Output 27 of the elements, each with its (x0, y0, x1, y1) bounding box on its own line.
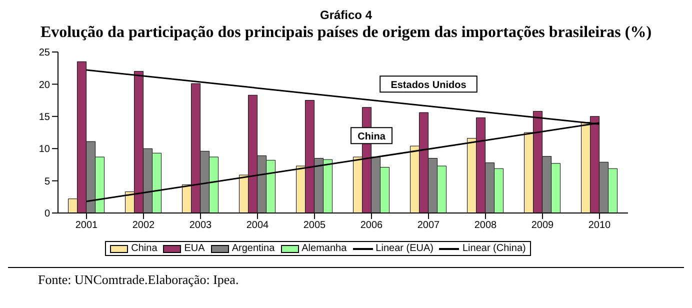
x-tick-label: 2003 (189, 220, 212, 232)
legend-label: China (130, 243, 158, 254)
annotation: China (358, 132, 386, 143)
x-tick-label: 2001 (75, 220, 98, 232)
legend-label: EUA (183, 243, 205, 254)
chart-subtitle: Evolução da participação dos principais países de origem das importações brasileiras (%) (39, 24, 653, 43)
x-tick-label: 2002 (132, 220, 156, 232)
y-tick-label: 0 (44, 208, 50, 220)
legend-label: Linear (China) (461, 243, 526, 254)
source-note: Fonte: UNComtrade.Elaboração: Ipea. (38, 272, 240, 288)
x-tick-label: 2010 (588, 220, 612, 232)
y-tick-label: 20 (38, 80, 50, 91)
chart-title: Gráfico 4 (318, 8, 374, 24)
y-tick-label: 15 (38, 112, 50, 123)
legend-label: Alemanha (300, 243, 347, 254)
x-tick-label: 2006 (360, 220, 384, 232)
legend-label: Linear (EUA) (374, 243, 434, 254)
x-tick-label: 2009 (531, 220, 554, 232)
x-tick-label: 2007 (417, 220, 440, 232)
y-tick-label: 10 (38, 144, 50, 156)
y-tick-label: 5 (44, 176, 50, 188)
legend-label: Argentina (230, 243, 275, 254)
x-tick-label: 2005 (303, 220, 326, 232)
x-tick-label: 2008 (474, 220, 498, 232)
x-tick-label: 2004 (246, 220, 270, 232)
y-tick-label: 25 (38, 48, 50, 59)
annotation: Estados Unidos (390, 80, 467, 92)
